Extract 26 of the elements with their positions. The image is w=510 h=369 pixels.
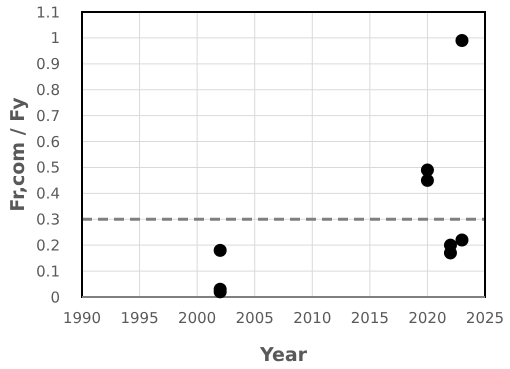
x-tick-label: 2015 <box>350 309 389 327</box>
x-tick-label: 1995 <box>120 309 159 327</box>
y-tick-label: 0.3 <box>36 210 60 229</box>
x-tick-label: 2000 <box>178 309 216 327</box>
y-tick-label: 0.6 <box>36 132 60 151</box>
x-tick-label: 2025 <box>466 309 504 327</box>
y-tick-label: 0.4 <box>36 184 60 203</box>
point <box>420 174 434 187</box>
y-tick-label: 0.1 <box>36 262 60 280</box>
y-axis-title: Fr,com / Fy <box>7 96 29 212</box>
x-tick-label: 2005 <box>236 309 274 327</box>
point <box>455 234 468 246</box>
y-tick-label: 0.7 <box>36 106 60 125</box>
y-tick-label: 0 <box>50 288 60 306</box>
y-tick-label: 0.9 <box>36 55 60 74</box>
y-tick-label: 0.5 <box>36 158 60 177</box>
x-axis-title: Year <box>258 344 308 366</box>
point <box>455 34 468 47</box>
y-tick-label: 1.1 <box>36 3 60 22</box>
point <box>214 244 227 257</box>
x-tick-label: 2020 <box>408 309 447 327</box>
y-tick-label: 0.2 <box>36 236 60 254</box>
x-tick-label: 1990 <box>62 309 102 327</box>
y-tick-label: 1 <box>50 29 60 48</box>
x-tick-label: 2010 <box>293 309 332 327</box>
y-tick-label: 0.8 <box>36 80 60 99</box>
